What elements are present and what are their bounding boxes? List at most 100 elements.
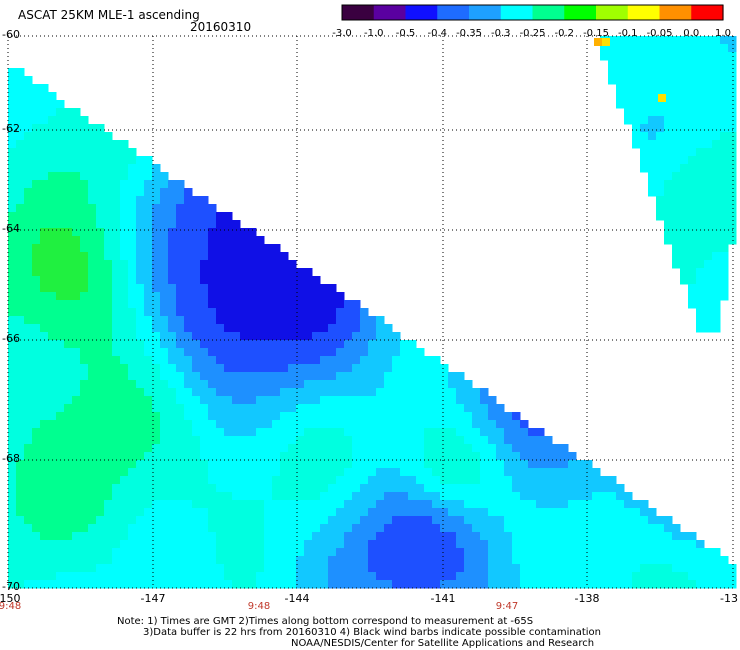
wind-cell xyxy=(184,364,193,373)
wind-cell xyxy=(160,316,169,325)
wind-cell xyxy=(576,500,585,509)
wind-cell xyxy=(32,180,41,189)
wind-cell xyxy=(120,316,129,325)
wind-cell xyxy=(424,460,433,469)
wind-cell xyxy=(168,372,177,381)
wind-cell xyxy=(184,372,193,381)
wind-cell xyxy=(208,244,217,253)
wind-cell xyxy=(720,60,729,69)
wind-cell xyxy=(456,540,465,549)
wind-cell xyxy=(656,188,665,197)
wind-cell xyxy=(360,500,369,509)
wind-cell xyxy=(240,508,249,517)
wind-cell xyxy=(456,484,465,493)
wind-cell xyxy=(496,524,505,533)
wind-cell xyxy=(296,484,305,493)
latitude-label: -68 xyxy=(2,452,20,465)
wind-cell xyxy=(416,476,425,485)
wind-cell xyxy=(32,196,41,205)
wind-cell xyxy=(616,68,625,77)
wind-cell xyxy=(64,572,73,581)
wind-cell xyxy=(80,436,89,445)
wind-cell xyxy=(664,108,673,117)
graticule xyxy=(7,35,734,589)
wind-cell xyxy=(264,356,273,365)
wind-cell xyxy=(120,140,129,149)
wind-cell xyxy=(176,204,185,213)
wind-cell xyxy=(8,252,17,261)
wind-cell xyxy=(272,436,281,445)
wind-cell xyxy=(432,516,441,525)
colorbar-segment xyxy=(405,5,438,20)
wind-cell xyxy=(200,492,209,501)
wind-cell xyxy=(80,564,89,573)
wind-cell xyxy=(32,580,41,589)
wind-cell xyxy=(320,324,329,333)
wind-cell xyxy=(456,452,465,461)
wind-cell xyxy=(40,508,49,517)
wind-cell xyxy=(200,468,209,477)
wind-cell xyxy=(296,556,305,565)
wind-cell xyxy=(304,396,313,405)
wind-cell xyxy=(480,532,489,541)
wind-cell xyxy=(152,484,161,493)
wind-cell xyxy=(16,540,25,549)
wind-cell xyxy=(88,164,97,173)
wind-cell xyxy=(384,436,393,445)
wind-cell xyxy=(224,220,233,229)
wind-cell xyxy=(488,500,497,509)
wind-cell xyxy=(672,228,681,237)
wind-cell xyxy=(576,548,585,557)
wind-cell xyxy=(208,492,217,501)
wind-cell xyxy=(256,476,265,485)
wind-cell xyxy=(200,508,209,517)
wind-cell xyxy=(288,468,297,477)
wind-cell xyxy=(104,452,113,461)
wind-cell xyxy=(96,220,105,229)
wind-cell xyxy=(152,428,161,437)
wind-cell xyxy=(688,572,697,581)
wind-cell xyxy=(440,452,449,461)
wind-cell xyxy=(40,164,49,173)
wind-cell xyxy=(696,68,705,77)
wind-cell xyxy=(256,532,265,541)
wind-cell xyxy=(224,244,233,253)
wind-cell xyxy=(200,332,209,341)
wind-cell xyxy=(488,572,497,581)
wind-cell xyxy=(144,236,153,245)
wind-cell xyxy=(200,340,209,349)
wind-cell xyxy=(392,380,401,389)
wind-cell xyxy=(640,148,649,157)
wind-cell xyxy=(616,44,625,53)
wind-cell xyxy=(104,348,113,357)
wind-cell xyxy=(152,532,161,541)
wind-cell xyxy=(424,572,433,581)
wind-cell xyxy=(88,252,97,261)
wind-cell xyxy=(544,500,553,509)
wind-cell xyxy=(408,548,417,557)
wind-cell xyxy=(144,340,153,349)
wind-cell xyxy=(24,452,33,461)
wind-cell xyxy=(168,540,177,549)
wind-cell xyxy=(224,516,233,525)
wind-cell xyxy=(88,188,97,197)
wind-cell xyxy=(528,556,537,565)
wind-cell xyxy=(64,468,73,477)
wind-cell xyxy=(64,172,73,181)
wind-cell xyxy=(400,388,409,397)
wind-cell xyxy=(456,420,465,429)
wind-cell xyxy=(80,364,89,373)
wind-cell xyxy=(96,540,105,549)
wind-cell xyxy=(696,564,705,573)
wind-cell xyxy=(632,572,641,581)
wind-cell xyxy=(104,292,113,301)
wind-cell xyxy=(704,564,713,573)
wind-cell xyxy=(488,460,497,469)
wind-cell xyxy=(216,340,225,349)
wind-cell xyxy=(688,100,697,109)
wind-cell xyxy=(344,508,353,517)
wind-cell xyxy=(656,100,665,109)
wind-cell xyxy=(656,140,665,149)
wind-cell xyxy=(88,468,97,477)
wind-cell xyxy=(328,284,337,293)
